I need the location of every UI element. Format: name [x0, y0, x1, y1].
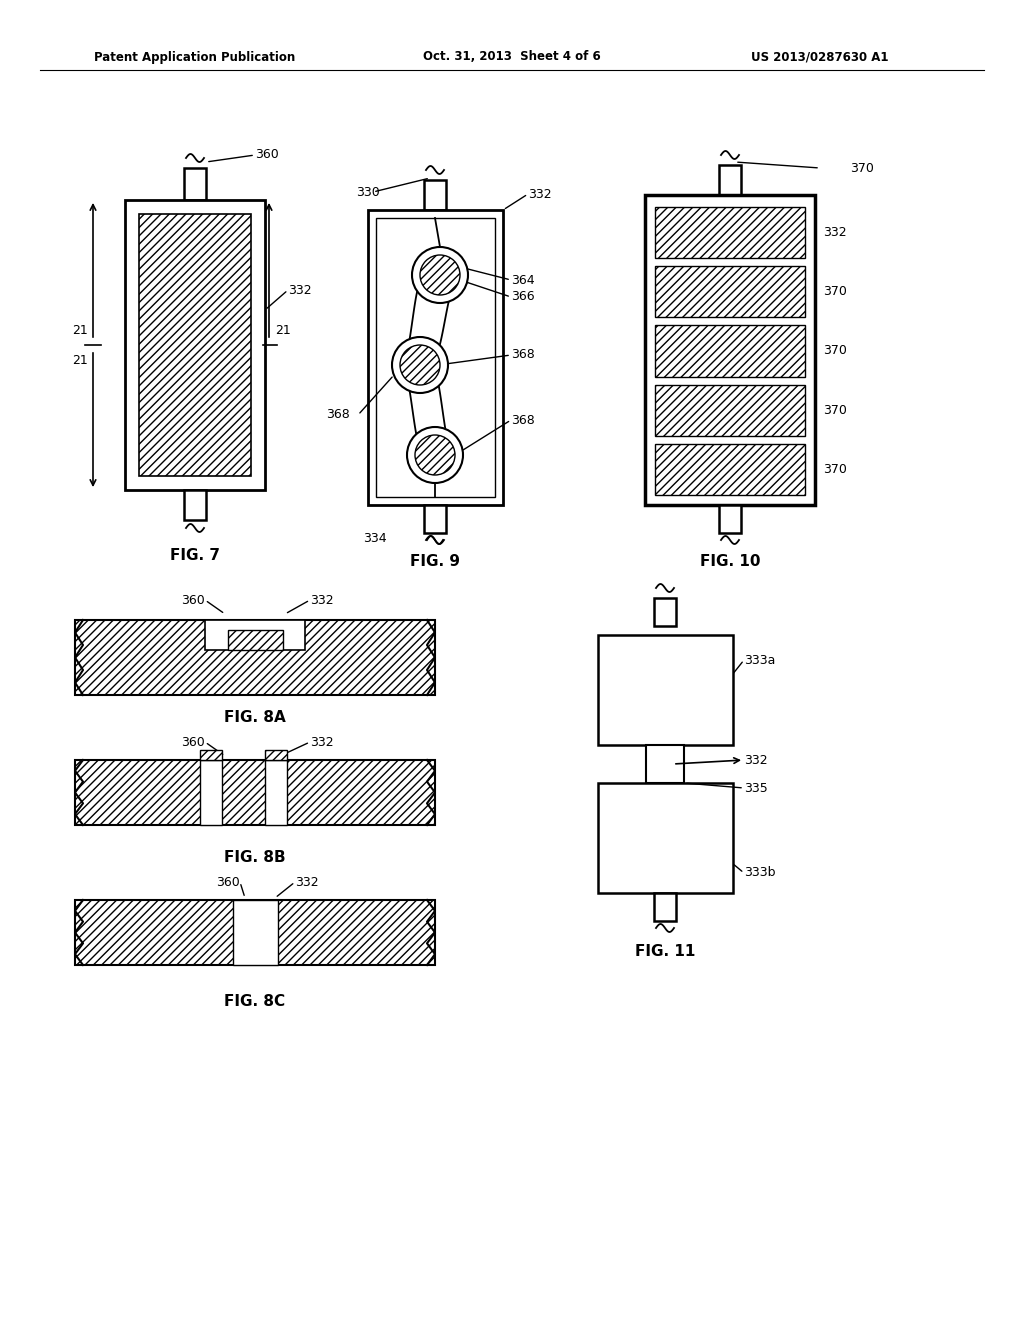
Text: 368: 368 — [511, 413, 535, 426]
Text: 360: 360 — [181, 594, 205, 606]
Text: Oct. 31, 2013  Sheet 4 of 6: Oct. 31, 2013 Sheet 4 of 6 — [423, 50, 601, 63]
Bar — [646, 744, 684, 783]
Bar — [655, 207, 805, 259]
Bar — [719, 165, 741, 195]
Bar — [265, 760, 287, 825]
Text: 333a: 333a — [744, 653, 775, 667]
Text: 370: 370 — [823, 463, 847, 477]
Circle shape — [415, 436, 455, 475]
Bar — [75, 900, 435, 965]
Text: 332: 332 — [310, 735, 334, 748]
Text: 332: 332 — [288, 284, 311, 297]
Text: FIG. 9: FIG. 9 — [410, 554, 460, 569]
Bar — [598, 783, 733, 894]
Text: FIG. 7: FIG. 7 — [170, 548, 220, 562]
Text: FIG. 8B: FIG. 8B — [224, 850, 286, 866]
Circle shape — [392, 337, 449, 393]
Text: 332: 332 — [744, 754, 768, 767]
Bar — [645, 195, 815, 506]
Bar — [184, 490, 206, 520]
Text: 360: 360 — [216, 875, 240, 888]
Text: 366: 366 — [511, 290, 535, 304]
Text: 335: 335 — [744, 781, 768, 795]
Bar — [200, 760, 222, 825]
Text: 370: 370 — [850, 161, 873, 174]
Text: 334: 334 — [362, 532, 387, 544]
Text: FIG. 8A: FIG. 8A — [224, 710, 286, 726]
Text: 368: 368 — [511, 348, 535, 362]
Bar — [424, 506, 446, 533]
Bar — [75, 620, 435, 696]
Circle shape — [420, 255, 460, 294]
Bar — [376, 218, 495, 498]
Text: 360: 360 — [255, 149, 279, 161]
Bar — [655, 444, 805, 495]
Text: 21: 21 — [73, 323, 88, 337]
Text: US 2013/0287630 A1: US 2013/0287630 A1 — [752, 50, 889, 63]
Bar — [654, 598, 676, 626]
Bar — [184, 168, 206, 201]
Text: Patent Application Publication: Patent Application Publication — [94, 50, 296, 63]
Text: 333b: 333b — [744, 866, 775, 879]
Circle shape — [407, 426, 463, 483]
Text: 21: 21 — [73, 354, 88, 367]
Text: 370: 370 — [823, 345, 847, 358]
Bar — [655, 267, 805, 317]
Bar — [719, 506, 741, 533]
Bar — [655, 384, 805, 436]
Text: 332: 332 — [310, 594, 334, 606]
Bar — [598, 635, 733, 744]
Bar — [125, 201, 265, 490]
Circle shape — [412, 247, 468, 304]
Text: 332: 332 — [295, 875, 318, 888]
Bar — [139, 214, 251, 477]
Text: FIG. 10: FIG. 10 — [699, 554, 760, 569]
Bar — [368, 210, 503, 506]
Bar — [228, 630, 283, 649]
Circle shape — [400, 345, 440, 385]
Text: FIG. 8C: FIG. 8C — [224, 994, 286, 1010]
Bar — [200, 750, 222, 760]
Bar — [205, 620, 305, 649]
Text: 370: 370 — [823, 404, 847, 417]
Bar — [75, 760, 435, 825]
Text: 364: 364 — [511, 273, 535, 286]
Bar — [265, 750, 287, 760]
Text: 370: 370 — [823, 285, 847, 298]
Bar — [424, 180, 446, 210]
Bar — [655, 326, 805, 376]
Bar — [654, 894, 676, 921]
Text: 21: 21 — [275, 323, 291, 337]
Text: FIG. 11: FIG. 11 — [635, 944, 695, 958]
Text: 368: 368 — [326, 408, 350, 421]
Text: 332: 332 — [823, 226, 847, 239]
Text: 330: 330 — [356, 186, 380, 198]
Text: 332: 332 — [528, 187, 552, 201]
Text: 360: 360 — [181, 735, 205, 748]
Bar — [233, 900, 278, 965]
